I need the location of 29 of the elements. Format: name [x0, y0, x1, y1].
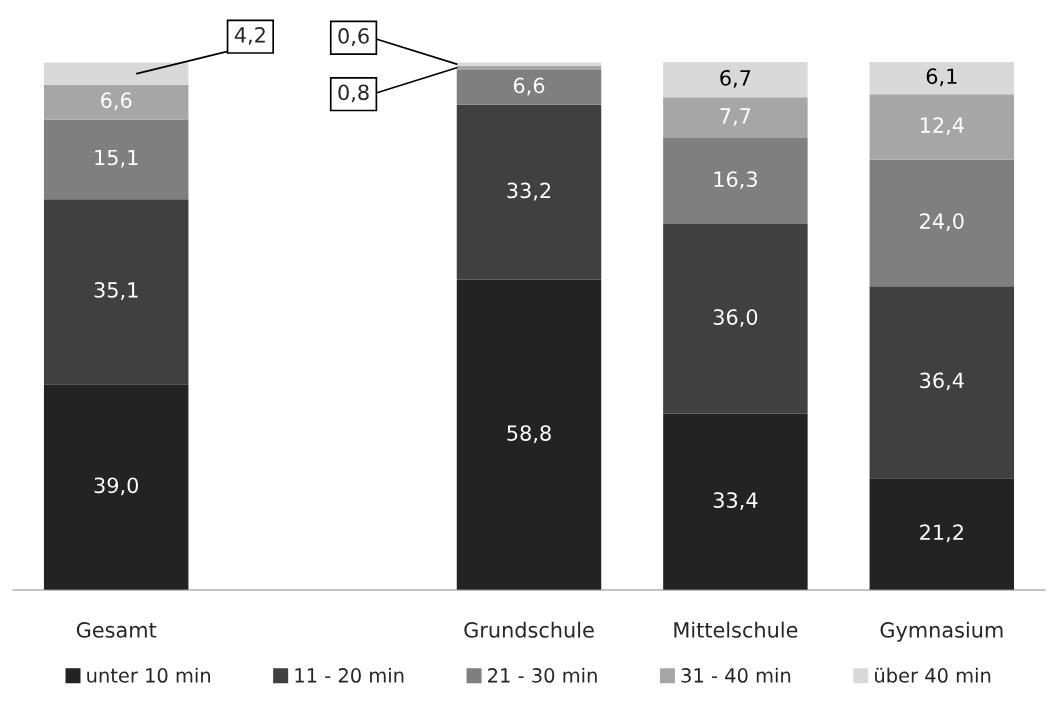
data-label: 0,6: [338, 28, 369, 46]
data-label: 12,4: [920, 117, 964, 136]
x-tick-label: Grundschule: [464, 621, 594, 638]
data-label: 58,8: [507, 425, 551, 444]
x-tick-label: Mittelschule: [674, 621, 798, 638]
data-label: 15,1: [95, 149, 138, 168]
data-label: 35,1: [94, 282, 138, 300]
data-label: 21,2: [920, 524, 963, 543]
data-label: 33,2: [507, 182, 551, 201]
legend-label: 21 - 30 min: [488, 667, 597, 683]
legend-label: 31 - 40 min: [681, 667, 791, 683]
data-label: 6,6: [513, 77, 545, 96]
data-label: 36,4: [920, 372, 964, 391]
x-tick-label: Gesamt: [76, 622, 157, 638]
legend-label: unter 10 min: [87, 667, 210, 683]
data-label: 33,4: [713, 492, 758, 511]
data-label: 36,0: [713, 309, 758, 328]
data-label: 6,7: [720, 69, 751, 88]
data-label: 6,6: [101, 92, 132, 111]
legend-label: über 40 min: [875, 667, 991, 683]
data-label: 7,7: [720, 108, 751, 126]
data-label: 16,3: [714, 171, 757, 190]
data-label: 24,0: [920, 213, 964, 232]
data-label: 4,2: [234, 26, 265, 45]
data-label: 6,1: [926, 68, 957, 87]
legend-label: 11 - 20 min: [295, 667, 404, 683]
data-label: 39,0: [94, 477, 139, 496]
data-label: 0,8: [338, 84, 369, 103]
x-tick-label: Gymnasium: [880, 621, 1003, 642]
